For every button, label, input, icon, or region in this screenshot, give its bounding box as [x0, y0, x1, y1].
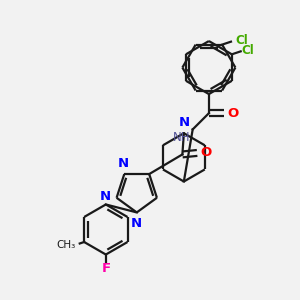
Text: N: N	[100, 190, 111, 203]
Text: O: O	[201, 146, 212, 159]
Text: N: N	[131, 217, 142, 230]
Text: N: N	[117, 157, 128, 170]
Text: NH: NH	[173, 131, 190, 144]
Text: O: O	[227, 107, 238, 120]
Text: CH₃: CH₃	[56, 240, 75, 250]
Text: Cl: Cl	[241, 44, 254, 57]
Text: N: N	[178, 116, 189, 129]
Text: Cl: Cl	[236, 34, 248, 47]
Text: F: F	[101, 262, 110, 275]
